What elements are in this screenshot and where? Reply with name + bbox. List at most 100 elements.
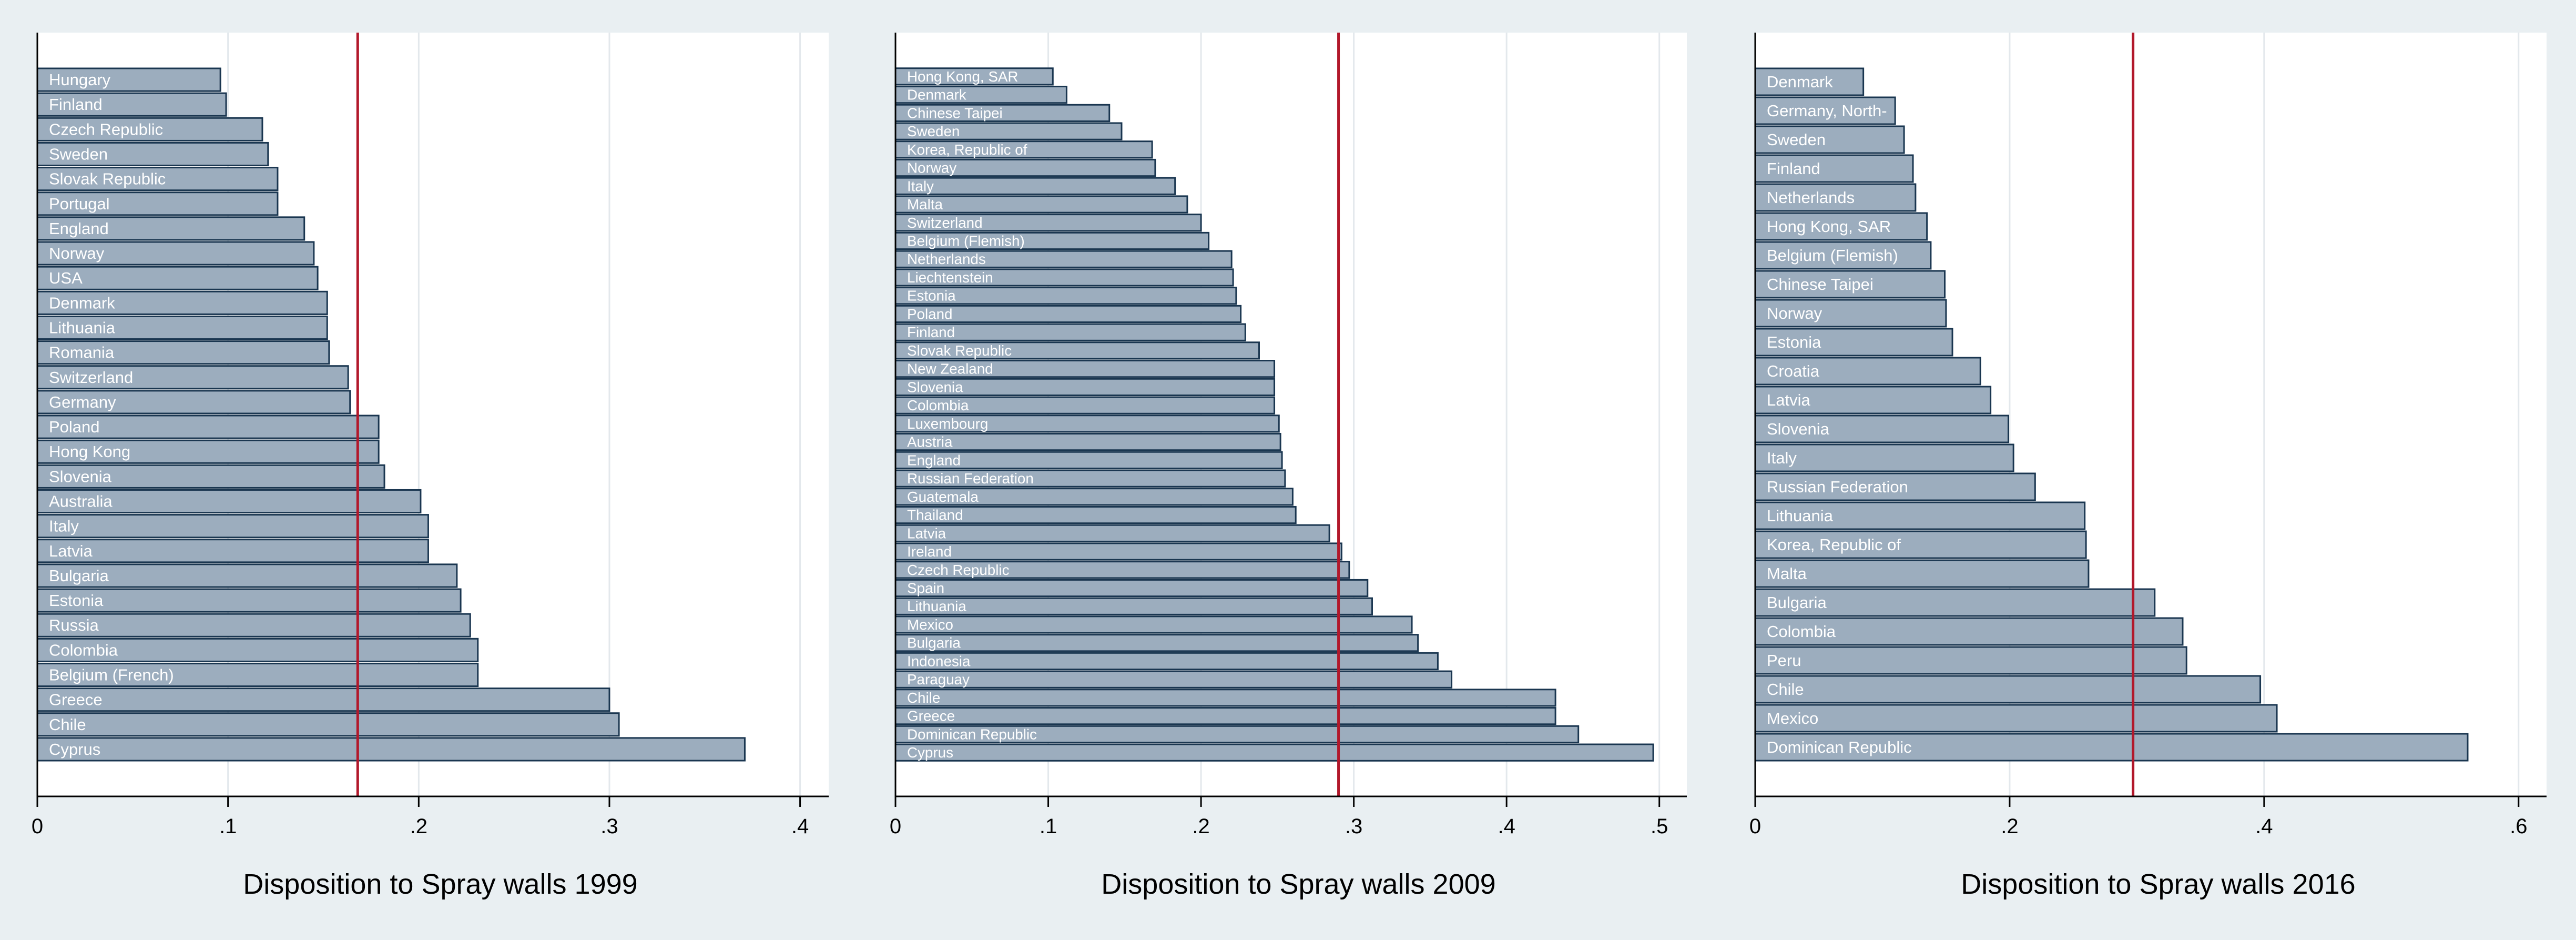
bar [894,652,1439,671]
bar [36,266,319,290]
bar-label: Chinese Taipei [907,105,1003,121]
bar [1754,443,2014,472]
bar [36,365,349,390]
bar-label: Hong Kong [49,442,130,461]
bar [36,514,429,539]
bar-label: Thailand [907,507,963,523]
bar [894,396,1276,415]
bar [894,634,1419,652]
bar [1754,67,1865,96]
bar [1754,530,2087,559]
bar [1754,501,2086,530]
bar [1754,617,2184,646]
bar-label: Colombia [49,641,118,659]
bar-label: Spain [907,580,944,597]
bar [1754,386,1992,415]
bar-label: Bulgaria [49,567,109,585]
bar-label: Germany [49,393,116,411]
bar [894,195,1188,214]
bar [894,579,1369,598]
bar-label: Liechtenstein [907,269,993,286]
bar-label: Hungary [49,70,111,89]
bar-label: Lithuania [1767,507,1834,525]
bar-label: Greece [49,691,103,709]
bar-label: Italy [907,178,934,194]
bar-label: Latvia [1767,391,1810,409]
bar [36,712,620,737]
bar [1754,646,2187,675]
bar-label: Sweden [1767,130,1826,149]
bar [36,539,429,563]
bar-label: Slovenia [1767,420,1830,438]
panel-2: Hong Kong, SAR Denmark Chinese Taipei Swede… [863,0,1715,940]
bar [1754,675,2262,704]
bar [36,340,330,365]
bar-label: Mexico [907,616,953,633]
bar-label: Denmark [1767,73,1833,91]
bar-label: Bulgaria [1767,593,1827,612]
x-axis-title: Disposition to Spray walls 2016 [1961,868,2355,900]
bar-label: Cyprus [907,744,953,761]
bar-label: Chile [49,715,86,734]
bar [894,597,1373,615]
bar-label: Italy [49,517,79,535]
bar-label: Russian Federation [1767,478,1908,496]
bar [36,216,306,241]
x-tick-label: .4 [791,815,809,838]
bar [36,390,351,415]
bar-label: Dominican Republic [1767,738,1912,756]
bar-label: Finland [49,95,103,114]
bar-label: Estonia [907,288,956,304]
bar [894,670,1453,689]
bar-label: Malta [1767,564,1807,583]
bar-label: Slovak Republic [49,170,166,188]
bar-label: Slovenia [49,467,112,486]
x-tick-label: .5 [1651,815,1668,838]
bar [894,689,1556,707]
bar-label: Latvia [49,542,93,560]
x-tick-label: .4 [1498,815,1515,838]
bar-label: Lithuania [907,598,966,614]
bar-label: Netherlands [1767,188,1855,207]
bar-label: Hong Kong, SAR [1767,217,1891,236]
bar-label: Dominican Republic [907,726,1037,742]
bar-label: Poland [49,418,100,436]
bar [1754,588,2156,617]
bar [894,542,1342,561]
bar [36,737,746,762]
bar-label: Russian Federation [907,470,1034,487]
bar [36,688,610,712]
bar-label: Paraguay [907,671,970,688]
bar-label: Hong Kong, SAR [907,68,1018,85]
bar-label: Poland [907,306,952,322]
bar [894,524,1330,542]
bar-label: Croatia [1767,362,1820,380]
bar [1754,415,2010,443]
x-axis-title: Disposition to Spray walls 2009 [1101,868,1495,900]
bar-label: New Zealand [907,361,993,377]
bar-label: Sweden [49,145,108,164]
bar-label: Ireland [907,543,952,560]
bar-label: Italy [1767,449,1797,467]
bar [894,615,1413,634]
bar [1754,299,1947,328]
bar-label: Korea, Republic of [907,141,1027,158]
bar [894,287,1237,305]
bar [894,506,1297,524]
bar [36,415,380,439]
bar [1754,154,1914,183]
bar [1754,270,1946,299]
bar-label: Chinese Taipei [1767,275,1874,294]
x-tick-label: .3 [600,815,618,838]
bar-label: Malta [907,196,943,213]
bar-label: England [907,452,961,468]
bar [894,451,1283,469]
bar-label: Australia [49,492,113,511]
bar [894,214,1202,232]
bar-label: Belgium (Flemish) [1767,246,1898,265]
bar-label: Finland [907,324,955,340]
x-tick-label: .2 [1192,815,1209,838]
bar-label: Norway [49,244,105,262]
bar [1754,328,1953,357]
